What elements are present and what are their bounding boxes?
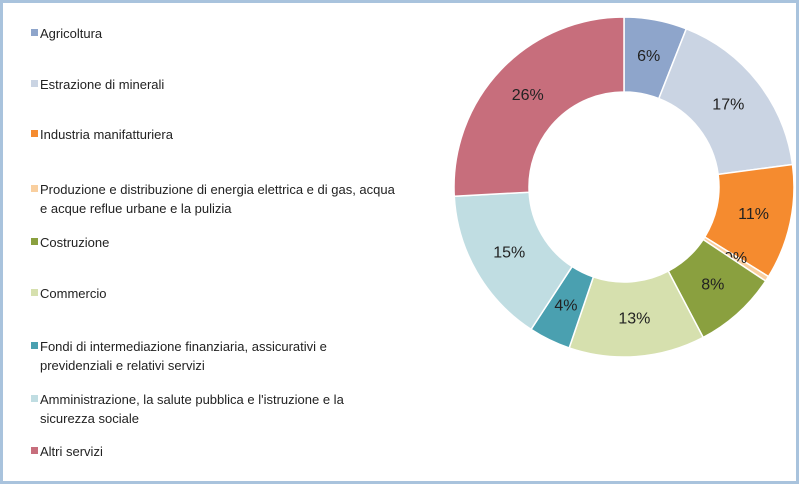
chart: 6%17%11%0%8%13%4%15%26%: [453, 16, 795, 358]
legend-swatch: [31, 342, 38, 349]
data-label: 17%: [712, 97, 744, 114]
legend-label: Commercio: [40, 286, 107, 301]
legend-swatch: [31, 29, 38, 36]
legend-swatch: [31, 80, 38, 87]
legend-item: Produzione e distribuzione di energia el…: [31, 180, 400, 218]
legend-item: Fondi di intermediazione finanziaria, as…: [31, 337, 400, 375]
data-label: 13%: [618, 310, 650, 327]
legend-item: Amministrazione, la salute pubblica e l'…: [31, 390, 400, 428]
legend-label: Produzione e distribuzione di energia el…: [40, 182, 395, 216]
legend-label: Altri servizi: [40, 444, 103, 459]
data-label: 4%: [554, 297, 577, 314]
legend-item: Altri servizi: [31, 442, 400, 461]
legend-swatch: [31, 395, 38, 402]
legend-label: Costruzione: [40, 235, 110, 250]
data-label: 15%: [493, 244, 525, 261]
legend-swatch: [31, 238, 38, 245]
data-label: 26%: [512, 87, 544, 104]
legend-label: Industria manifatturiera: [40, 127, 173, 142]
legend-swatch: [31, 130, 38, 137]
data-label: 11%: [738, 206, 769, 223]
legend-item: Costruzione: [31, 233, 400, 252]
legend-item: Industria manifatturiera: [31, 125, 400, 144]
legend-label: Estrazione di minerali: [40, 77, 165, 92]
data-label: 6%: [637, 48, 660, 65]
legend-swatch: [31, 289, 38, 296]
donut-slice: [453, 16, 625, 198]
legend-item: Agricoltura: [31, 24, 400, 43]
legend-label: Agricoltura: [40, 26, 103, 41]
legend-item: Estrazione di minerali: [31, 75, 400, 94]
legend-label: Amministrazione, la salute pubblica e l'…: [40, 392, 344, 426]
legend-item: Commercio: [31, 284, 400, 303]
legend-label: Fondi di intermediazione finanziaria, as…: [40, 339, 327, 373]
legend-swatch: [31, 185, 38, 192]
legend-swatch: [31, 447, 38, 454]
data-label: 8%: [701, 277, 724, 294]
